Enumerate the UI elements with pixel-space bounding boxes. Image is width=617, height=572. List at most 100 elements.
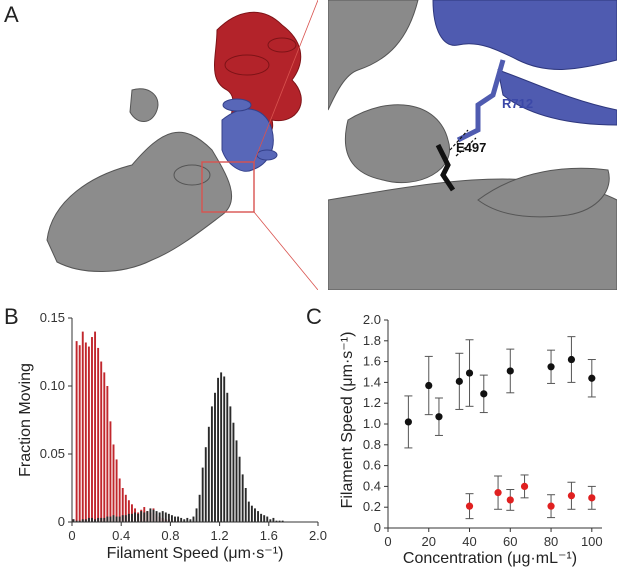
bar-series1-68 [281, 520, 284, 522]
bar-series1-53 [235, 440, 238, 522]
bar-series1-21 [137, 513, 140, 522]
point-series1-1 [494, 489, 502, 497]
bar-series1-0 [72, 519, 75, 522]
bar-series1-30 [164, 512, 167, 522]
bar-series1-62 [263, 515, 266, 522]
chart-b-ytick-label-3: 0.15 [40, 310, 65, 325]
protein-zoom-image [328, 0, 617, 290]
chart-c-xtick-label-1: 20 [422, 534, 436, 549]
chart-c-ytick-label-1: 0.2 [363, 499, 381, 514]
bar-series1-42 [201, 467, 204, 522]
chart-b-xtick-label-5: 2.0 [309, 528, 327, 543]
chart-c-ytick-label-10: 2.0 [363, 312, 381, 327]
chart-c-ylabel: Filament Speed (μm·s⁻¹) [339, 332, 356, 509]
zoom-box [201, 161, 255, 213]
bar-series1-39 [192, 516, 195, 522]
bar-series1-52 [232, 422, 235, 522]
bar-series1-31 [167, 513, 170, 522]
bar-series1-51 [229, 406, 232, 522]
bar-series1-17 [124, 515, 127, 522]
chart-c-ytick-label-4: 0.8 [363, 437, 381, 452]
chart-c: 0 20 40 60 80 100 0 0.2 0.4 0.6 0.8 1.0 1.2 1.4 1.6 1.8… [339, 312, 603, 567]
bar-series1-40 [195, 508, 198, 522]
bar-series1-37 [186, 517, 189, 522]
point-series0-4 [465, 369, 474, 377]
bar-series1-7 [94, 519, 97, 522]
point-series0-8 [567, 355, 576, 364]
bar-series1-25 [149, 508, 152, 522]
bar-series0-15 [118, 478, 121, 522]
panel-letter-b: B [4, 304, 19, 329]
bar-series1-35 [180, 517, 183, 522]
bar-series1-3 [81, 519, 84, 522]
bar-series1-11 [106, 516, 109, 522]
point-series1-0 [465, 502, 474, 510]
gray-domain [46, 88, 232, 272]
bar-series1-26 [152, 509, 155, 522]
bar-series1-19 [131, 513, 133, 522]
bar-series1-54 [238, 456, 241, 522]
chart-c-xtick-label-5: 100 [581, 534, 603, 549]
bar-series1-29 [161, 511, 164, 522]
bar-series0-10 [103, 372, 106, 522]
bar-series1-33 [174, 516, 176, 522]
bar-series0-6 [91, 337, 93, 522]
bar-series1-32 [170, 515, 173, 522]
point-series1-6 [588, 494, 596, 502]
bar-series1-65 [272, 517, 275, 522]
protein-overview-image [46, 0, 318, 290]
chart-c-xlabel: Concentration (μg·mL⁻¹) [403, 550, 577, 567]
point-series0-6 [506, 367, 514, 375]
bar-series0-5 [87, 346, 90, 522]
chart-b-xtick-label-1: 0.4 [112, 528, 130, 543]
bar-series0-8 [97, 347, 100, 522]
bar-series1-2 [78, 520, 81, 522]
bar-series1-28 [158, 512, 161, 522]
bar-series1-58 [250, 505, 253, 522]
bar-series1-34 [177, 516, 180, 522]
bar-series0-14 [115, 459, 118, 522]
chart-c-ytick-label-7: 1.4 [363, 374, 381, 389]
bar-series1-41 [198, 494, 201, 522]
bar-series1-14 [115, 516, 118, 522]
bar-series1-27 [155, 511, 158, 522]
bar-series1-55 [241, 474, 244, 522]
bar-series0-1 [75, 341, 78, 522]
bar-series0-17 [124, 494, 127, 522]
bar-series0-2 [78, 345, 81, 522]
chart-c-xtick-label-2: 40 [462, 534, 476, 549]
point-series0-9 [588, 374, 596, 382]
chart-b: 0 0.4 0.8 1.2 1.6 2.0 0 0.05 0.10 0.15 Filament S… [17, 310, 327, 562]
point-series0-5 [480, 390, 488, 398]
bar-series0-12 [109, 421, 112, 522]
chart-c-xtick-label-0: 0 [384, 534, 391, 549]
chart-c-xtick-label-3: 60 [503, 534, 517, 549]
panel-letter-c: C [306, 304, 322, 329]
chart-b-ytick-label-0: 0 [58, 514, 65, 529]
bar-series1-6 [91, 517, 93, 522]
bar-series0-13 [112, 444, 115, 522]
chart-b-xlabel: Filament Speed (μm·s⁻¹) [107, 545, 284, 562]
bar-series1-64 [269, 519, 272, 522]
r712-sidechain [456, 59, 506, 143]
bar-series1-43 [204, 447, 207, 522]
point-series1-2 [506, 496, 514, 504]
bar-series0-11 [106, 386, 109, 522]
zoom-guide-top [253, 0, 318, 163]
point-series0-2 [435, 413, 443, 421]
bar-series1-36 [183, 519, 186, 522]
bar-series1-24 [146, 511, 149, 522]
bar-series1-59 [254, 508, 256, 522]
bar-series1-23 [143, 512, 146, 522]
bar-series1-66 [275, 520, 278, 522]
chart-c-xtick-label-4: 80 [544, 534, 558, 549]
bar-series0-16 [121, 488, 124, 522]
chart-c-ytick-label-2: 0.4 [363, 478, 381, 493]
chart-c-ytick-label-6: 1.2 [363, 395, 381, 410]
bar-series1-1 [75, 520, 78, 522]
bar-series1-49 [223, 376, 226, 522]
bar-series0-7 [94, 331, 97, 522]
chart-b-xtick-label-2: 0.8 [161, 528, 179, 543]
bar-series1-61 [260, 513, 263, 522]
bar-series1-38 [189, 519, 192, 522]
